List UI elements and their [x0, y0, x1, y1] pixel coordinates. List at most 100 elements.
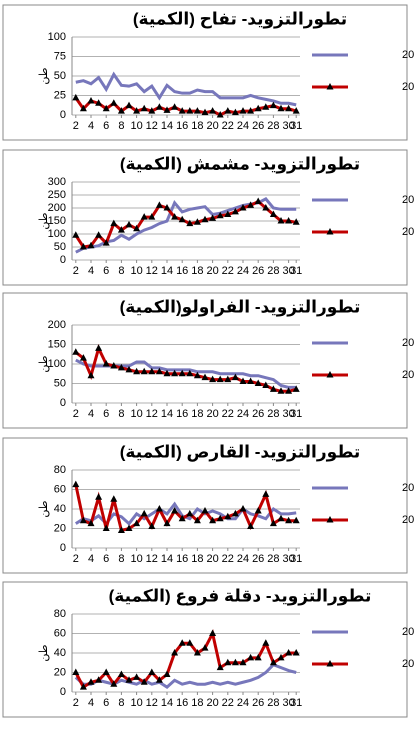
x-tick-label: 22: [222, 553, 234, 565]
x-tick-label: 24: [237, 120, 249, 132]
data-point: [231, 658, 239, 666]
data-point: [269, 210, 277, 217]
data-point: [216, 663, 224, 671]
chart: تطورالتزويد- دقلة فروع (الكمية) طن 0 20 40 60…: [2, 581, 414, 718]
data-point: [193, 649, 201, 656]
data-point: [277, 217, 285, 224]
data-point: [239, 377, 247, 385]
x-tick-label: 10: [130, 553, 142, 565]
data-point: [231, 373, 239, 381]
data-point: [140, 509, 148, 517]
x-tick-label: 4: [88, 120, 94, 132]
data-point: [117, 363, 125, 371]
data-point: [193, 371, 201, 379]
x-tick-label: 31: [290, 120, 302, 132]
chart: تطورالتزويد- تفاح (الكمية) طن 0 25 50 75 100 2 4…: [2, 4, 414, 141]
chart-title: تطورالتزويد- تفاح (الكمية): [133, 9, 347, 29]
data-point: [224, 107, 232, 114]
data-point: [102, 360, 110, 367]
data-point: [102, 104, 110, 112]
data-point: [110, 99, 118, 106]
data-point: [262, 381, 270, 388]
data-point: [110, 495, 118, 502]
y-tick-label: 200: [48, 202, 66, 214]
data-point: [133, 367, 141, 375]
x-tick-label: 2: [73, 265, 79, 277]
data-point: [87, 241, 95, 249]
x-tick-label: 30: [282, 120, 294, 132]
data-point: [110, 680, 118, 687]
data-point: [201, 506, 209, 514]
y-tick-label: 80: [54, 608, 66, 620]
chart-frame: [2, 292, 408, 429]
data-point: [216, 375, 224, 383]
x-tick-label: 18: [191, 553, 203, 565]
legend-marker: [326, 228, 334, 235]
chart-title: تطورالتزويد- دقلة فروع (الكمية): [109, 586, 372, 606]
data-point: [110, 361, 118, 369]
x-tick-label: 2: [73, 408, 79, 420]
data-point: [239, 107, 247, 114]
x-tick-label: 12: [146, 408, 158, 420]
data-point: [209, 375, 217, 383]
data-point: [171, 506, 179, 514]
chart: تطورالتزويد- الفراولو(الكمية) طن 0 50 100 150…: [2, 292, 414, 429]
x-tick-label: 18: [191, 697, 203, 709]
x-tick-label: 4: [88, 265, 94, 277]
data-point: [269, 101, 277, 109]
data-point: [262, 103, 270, 110]
data-point: [125, 101, 133, 109]
data-point: [163, 519, 171, 527]
x-tick-label: 28: [267, 697, 279, 709]
x-tick-label: 18: [191, 120, 203, 132]
x-tick-label: 24: [237, 553, 249, 565]
data-point: [247, 107, 255, 114]
series-line: [74, 629, 297, 690]
data-point: [140, 678, 148, 685]
data-point: [186, 369, 194, 377]
data-point: [133, 107, 141, 114]
data-point: [239, 505, 247, 512]
legend-label: ماي 2017: [402, 337, 414, 349]
legend-marker: [326, 660, 334, 667]
data-point: [125, 676, 133, 683]
data-point: [193, 516, 201, 524]
legend-label: ماي 2017: [402, 194, 414, 206]
data-point: [79, 354, 87, 361]
data-point: [148, 668, 156, 675]
x-tick-label: 12: [146, 120, 158, 132]
data-point: [277, 387, 285, 394]
chart-title: تطورالتزويد- مشمش (الكمية): [120, 154, 360, 174]
data-point: [148, 367, 156, 375]
data-point: [239, 658, 247, 666]
data-point: [163, 106, 171, 113]
data-point: [262, 639, 270, 646]
data-point: [186, 219, 194, 227]
data-point: [209, 516, 217, 524]
data-point: [72, 348, 80, 355]
x-tick-label: 4: [88, 553, 94, 565]
y-tick-label: 75: [54, 50, 66, 62]
data-point: [292, 385, 300, 392]
data-point: [201, 215, 209, 223]
x-tick-label: 6: [103, 553, 109, 565]
y-tick-label: 250: [48, 189, 66, 201]
data-point: [102, 524, 110, 531]
data-point: [254, 379, 262, 386]
x-tick-label: 4: [88, 408, 94, 420]
x-tick-label: 20: [206, 120, 218, 132]
x-tick-label: 22: [222, 408, 234, 420]
chart: تطورالتزويد- القارص (الكمية) طن 0 20 40 60 80 2…: [2, 437, 414, 574]
data-point: [72, 231, 80, 238]
y-axis-label: طن: [38, 355, 50, 372]
x-tick-label: 10: [130, 408, 142, 420]
data-point: [79, 516, 87, 524]
data-point: [155, 103, 163, 110]
data-point: [254, 506, 262, 514]
data-point: [79, 243, 87, 250]
y-tick-label: 0: [60, 254, 66, 266]
data-point: [285, 217, 293, 224]
x-tick-label: 14: [161, 408, 173, 420]
y-tick-label: 50: [54, 70, 66, 82]
